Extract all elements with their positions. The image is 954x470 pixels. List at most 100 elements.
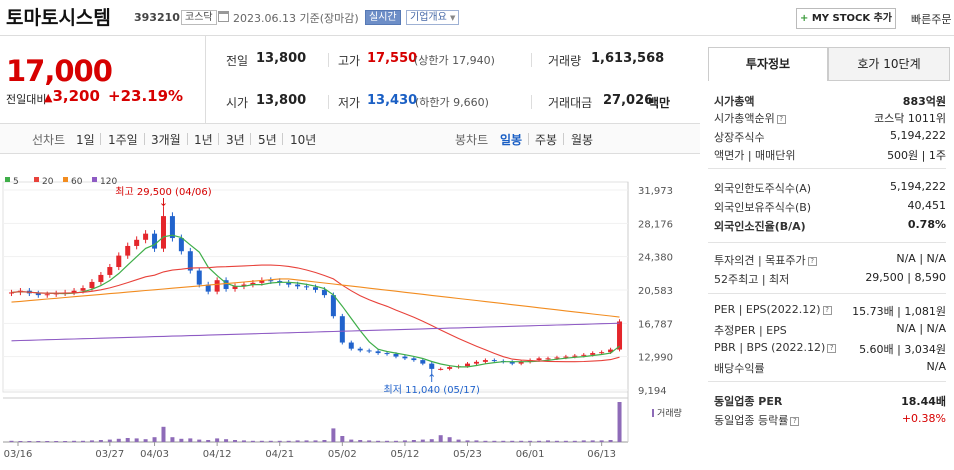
volume-bar	[224, 439, 229, 442]
price-change: ▲3,200	[44, 87, 100, 105]
volume-bar	[125, 438, 130, 442]
candle-body	[259, 280, 265, 283]
info-value: 29,500 | 8,590	[865, 271, 946, 284]
period-1w[interactable]: 1주일	[108, 133, 138, 147]
candle-chart-label: 봉차트	[455, 133, 489, 147]
candle-body	[187, 251, 193, 271]
prev-close-value: 13,800	[256, 51, 307, 66]
period-3y[interactable]: 3년	[226, 133, 245, 147]
candle-body	[107, 267, 113, 275]
high-value: 17,550	[367, 51, 418, 66]
volume-bar	[170, 437, 175, 442]
volume-bar	[340, 436, 345, 442]
info-divider	[708, 381, 946, 382]
change-label: 전일대비	[6, 93, 47, 106]
info-value: 18.44배	[901, 395, 946, 408]
info-value: 0.78%	[907, 218, 946, 231]
company-overview-dropdown[interactable]: 기업개요 ▼	[406, 10, 460, 25]
info-value: 15.73배 | 1,081원	[852, 305, 946, 318]
candle-body	[554, 357, 560, 359]
low-annotation: 최저 11,040 (05/17)	[384, 384, 480, 396]
candle-body	[232, 286, 238, 289]
candle-body	[438, 368, 444, 370]
open-label: 시가	[226, 96, 249, 110]
price-chart[interactable]: 5 20 60 120 31,973 28,176 24,380 20,583 16,787 12…	[0, 154, 700, 467]
candle-weekly[interactable]: 주봉	[535, 133, 558, 147]
help-icon[interactable]: ?	[776, 114, 786, 124]
volume-bar	[429, 439, 434, 442]
candle-body	[80, 288, 86, 291]
info-value: +0.38%	[901, 412, 946, 425]
info-value: N/A | N/A	[896, 252, 946, 265]
candle-daily[interactable]: 일봉	[500, 133, 523, 147]
volume-bar	[277, 440, 282, 442]
help-icon[interactable]: ?	[822, 305, 832, 315]
volume-bar	[179, 438, 184, 442]
candle-body	[223, 280, 229, 289]
volume-bar	[563, 440, 568, 442]
x-tick-label: 05/02	[328, 449, 357, 460]
candle-body	[429, 363, 435, 369]
info-value: 코스닥 1011위	[874, 112, 946, 125]
volume-bar	[537, 440, 542, 442]
period-1d[interactable]: 1일	[76, 133, 95, 147]
candle-body	[348, 342, 354, 349]
volume-bar	[286, 440, 291, 442]
info-label: PER | EPS(2022.12)?	[714, 303, 832, 316]
candle-body	[572, 355, 578, 357]
volume-bar	[349, 439, 354, 442]
help-icon[interactable]: ?	[807, 256, 817, 266]
realtime-button[interactable]: 실시간	[365, 10, 401, 25]
low-label: 저가	[338, 96, 361, 110]
candle-body	[8, 292, 14, 294]
help-icon[interactable]: ?	[790, 416, 800, 426]
candle-body	[518, 361, 524, 364]
tab-investment-info[interactable]: 투자정보	[708, 47, 828, 81]
candle-body	[160, 216, 166, 249]
period-5y[interactable]: 5년	[258, 133, 277, 147]
candle-body	[411, 358, 417, 361]
market-badge: 코스닥	[181, 10, 217, 25]
info-label: 액면가 | 매매단위	[714, 149, 796, 162]
volume-bar	[385, 440, 390, 442]
info-label: 외국인소진율(B/A)	[714, 220, 806, 233]
period-10y[interactable]: 10년	[290, 133, 317, 147]
ma120-line	[11, 322, 620, 342]
candle-monthly[interactable]: 월봉	[571, 133, 594, 147]
candle-body	[134, 239, 140, 246]
volume-bar	[143, 439, 148, 442]
y-tick-label: 20,583	[638, 286, 673, 297]
candle-body	[563, 356, 569, 358]
volume-bar	[528, 440, 533, 442]
candle-body	[205, 284, 211, 292]
volume-bar	[81, 440, 86, 442]
candle-body	[536, 358, 542, 361]
volume-bar	[501, 440, 506, 442]
candle-body	[402, 356, 408, 359]
candle-body	[143, 233, 149, 240]
high-label: 고가	[338, 54, 361, 68]
volume-value: 1,613,568	[591, 51, 665, 66]
volume-bar	[617, 402, 622, 442]
y-tick-label: 12,990	[638, 353, 673, 364]
candle-body	[241, 284, 247, 287]
info-label: 52주최고 | 최저	[714, 273, 790, 286]
tab-order-book[interactable]: 호가 10단계	[828, 47, 950, 81]
quick-order-link[interactable]: 빠른주문	[911, 13, 952, 26]
volume-bar	[188, 438, 193, 442]
investment-info-panel: 투자정보 호가 10단계 시가총액 883억원 시가총액순위? 코스닥 1011위 상장…	[708, 47, 952, 467]
stock-name: 토마토시스템	[6, 7, 111, 29]
period-3m[interactable]: 3개월	[151, 133, 181, 147]
volume-bar	[215, 438, 220, 442]
info-label: 시가총액순위?	[714, 110, 786, 126]
info-label: 외국인한도주식수(A)	[714, 182, 812, 195]
volume-bar	[367, 440, 372, 442]
add-mystock-button[interactable]: + MY STOCK 추가	[796, 8, 896, 29]
help-icon[interactable]: ?	[827, 343, 837, 353]
candle-body	[98, 274, 104, 282]
period-1y[interactable]: 1년	[194, 133, 213, 147]
volume-bar	[206, 440, 211, 442]
volume-bar	[510, 440, 515, 442]
volume-bar	[402, 440, 407, 442]
candle-body	[89, 281, 95, 289]
